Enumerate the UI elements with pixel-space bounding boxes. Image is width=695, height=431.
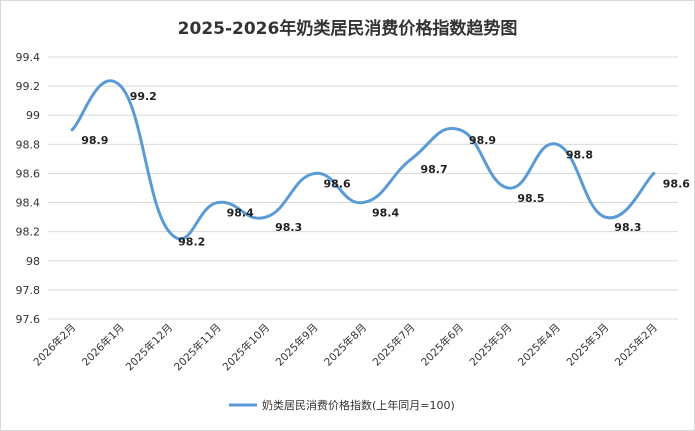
data-label: 98.2 — [178, 236, 205, 249]
data-label: 98.4 — [372, 207, 399, 220]
grid-lines — [48, 56, 678, 320]
y-tick-label: 97.6 — [16, 313, 41, 326]
y-tick-label: 98.2 — [16, 226, 41, 239]
data-label: 98.6 — [324, 177, 351, 190]
x-tick-label: 2026年1月 — [79, 321, 127, 369]
series-layer — [70, 79, 656, 241]
data-point — [216, 201, 220, 205]
x-tick-label: 2026年2月 — [31, 321, 79, 369]
x-tick-label: 2025年9月 — [273, 321, 321, 369]
data-point — [119, 84, 123, 88]
y-tick-label: 97.8 — [16, 284, 41, 297]
data-point — [555, 142, 559, 146]
data-label: 98.6 — [663, 177, 690, 190]
x-tick-label: 2025年2月 — [612, 321, 660, 369]
data-label: 99.2 — [130, 90, 157, 103]
data-point — [506, 186, 510, 190]
legend: 奶类居民消费价格指数(上年同月=100) — [229, 398, 455, 412]
y-tick-label: 99.4 — [16, 51, 41, 64]
x-tick-label: 2025年5月 — [467, 321, 515, 369]
y-tick-label: 99 — [26, 109, 40, 122]
data-point — [313, 171, 317, 175]
data-point — [409, 157, 413, 161]
data-point — [652, 171, 656, 175]
legend-label: 奶类居民消费价格指数(上年同月=100) — [262, 398, 455, 412]
data-label: 98.7 — [420, 163, 447, 176]
y-axis-ticks: 99.4 99.2 99 98.8 98.6 98.4 98.2 98 97.8 97.6 — [16, 51, 41, 326]
x-tick-label: 2025年3月 — [564, 321, 612, 369]
x-tick-label: 2025年8月 — [321, 321, 369, 369]
y-tick-label: 98.8 — [16, 138, 41, 151]
data-label: 98.3 — [614, 221, 641, 234]
x-tick-label: 2025年11月 — [171, 321, 223, 373]
data-label: 98.4 — [227, 207, 254, 220]
data-point — [458, 128, 462, 132]
data-label: 98.3 — [275, 221, 302, 234]
data-point — [70, 128, 74, 132]
x-tick-label: 2025年12月 — [123, 321, 175, 373]
data-point — [603, 215, 607, 219]
data-point — [264, 215, 268, 219]
data-point — [361, 201, 365, 205]
data-label: 98.8 — [566, 148, 593, 161]
data-point — [167, 230, 171, 234]
x-tick-label: 2025年10月 — [220, 321, 272, 373]
x-tick-label: 2025年7月 — [370, 321, 418, 369]
y-tick-label: 98.4 — [16, 197, 41, 210]
y-tick-label: 98.6 — [16, 167, 41, 180]
data-label: 98.5 — [517, 192, 544, 205]
data-labels: 98.9 99.2 98.2 98.4 98.3 98.6 98.4 98.7 98.9 98.5… — [81, 90, 690, 249]
data-label: 98.9 — [469, 134, 496, 147]
data-label: 98.9 — [81, 134, 108, 147]
chart-title: 2025-2026年奶类居民消费价格指数趋势图 — [177, 19, 518, 39]
x-tick-label: 2025年6月 — [418, 321, 466, 369]
y-tick-label: 98 — [26, 255, 40, 268]
x-tick-label: 2025年4月 — [515, 321, 563, 369]
y-tick-label: 99.2 — [16, 80, 41, 93]
